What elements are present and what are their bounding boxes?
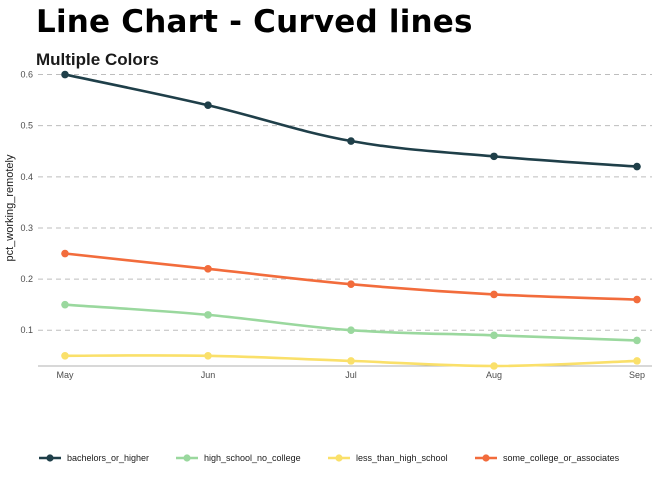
legend-item: bachelors_or_higher [39, 453, 149, 463]
y-tick-label: 0.6 [20, 70, 33, 80]
x-tick-label: Aug [486, 370, 502, 380]
data-point [633, 295, 641, 304]
series-high_school_no_college [61, 300, 641, 345]
x-tick-label: Sep [629, 370, 645, 380]
y-tick-label: 0.2 [20, 274, 33, 284]
data-point [490, 152, 498, 161]
data-point [61, 249, 69, 258]
legend-label: some_college_or_associates [503, 453, 620, 463]
legend-label: high_school_no_college [204, 453, 301, 463]
series-less_than_high_school [61, 351, 641, 370]
y-tick-label: 0.5 [20, 121, 33, 131]
data-point [490, 362, 498, 370]
data-point [490, 331, 498, 340]
data-point [347, 357, 355, 365]
y-tick-label: 0.1 [20, 325, 33, 335]
series-bachelors_or_higher [61, 70, 641, 171]
data-point [347, 280, 355, 288]
data-point [633, 357, 641, 365]
data-point [633, 336, 641, 345]
legend-key-point [183, 454, 191, 462]
data-point [61, 70, 69, 79]
series-lines [61, 70, 641, 370]
data-point [490, 290, 498, 299]
legend-item: some_college_or_associates [475, 453, 620, 463]
x-tick-label: Jun [201, 370, 216, 380]
y-tick-label: 0.4 [20, 172, 33, 182]
legend-item: less_than_high_school [328, 453, 448, 463]
chart-subtitle: Multiple Colors [36, 50, 159, 69]
data-point [204, 265, 212, 273]
gridlines [38, 74, 652, 331]
legend-key-point [482, 454, 490, 462]
legend: bachelors_or_higher high_school_no_colleg… [39, 453, 620, 463]
legend-label: less_than_high_school [356, 453, 448, 463]
data-point [61, 351, 69, 360]
y-axis-title: pct_working_remotely [4, 154, 16, 261]
data-point [204, 101, 212, 110]
data-point [347, 137, 355, 145]
data-point [204, 311, 212, 319]
legend-key-point [335, 454, 343, 462]
y-tick-label: 0.3 [20, 223, 33, 233]
chart-title: Line Chart - Curved lines [36, 4, 473, 40]
data-point [204, 351, 212, 360]
x-tick-label: Jul [345, 370, 357, 380]
legend-label: bachelors_or_higher [67, 453, 149, 463]
x-tick-label: May [56, 370, 74, 380]
series-line [63, 73, 639, 168]
axes: pct_working_remotely 0.1 0.2 0.3 0.4 0.5 0.6 M… [4, 70, 652, 380]
series-some_college_or_associates [61, 249, 641, 304]
legend-item: high_school_no_college [176, 453, 301, 463]
data-point [347, 326, 355, 335]
data-point [61, 300, 69, 309]
legend-key-point [46, 454, 54, 462]
data-point [633, 162, 641, 171]
series-line [63, 252, 639, 301]
series-line [63, 303, 639, 342]
